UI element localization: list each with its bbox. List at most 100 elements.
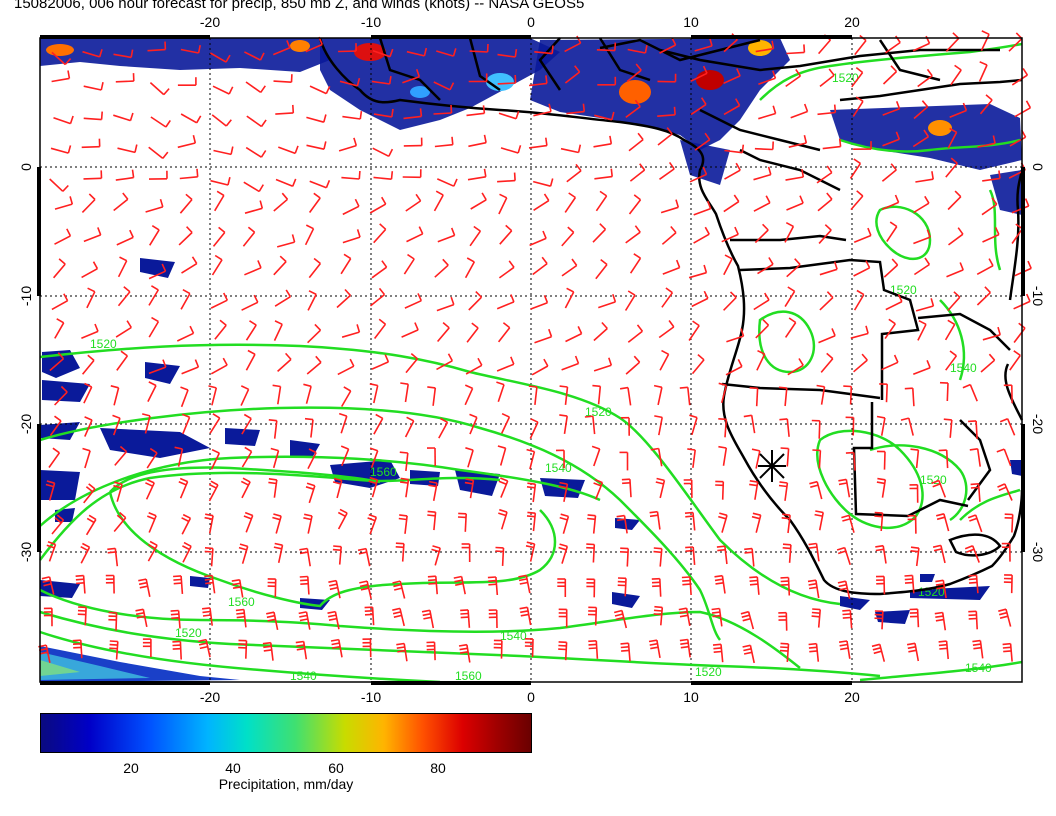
wind-barb [917, 75, 933, 88]
wind-barb [404, 299, 422, 309]
contour-label: 1520 [832, 71, 859, 85]
wind-barb-flag [460, 616, 469, 619]
wind-barb [305, 611, 311, 630]
wind-barb-flag [230, 146, 234, 155]
wind-barb [944, 323, 956, 341]
wind-barb-flag [354, 198, 360, 207]
wind-barb-flag [260, 119, 267, 127]
wind-barb-flag [325, 179, 331, 189]
wind-barb [49, 358, 65, 372]
wind-barb-flag [997, 483, 1006, 488]
wind-barb-flag [285, 289, 292, 298]
wind-barb-flag [332, 481, 342, 485]
wind-barb-flag [785, 221, 794, 228]
wind-barb-flag [299, 551, 309, 555]
wind-barb-flag [871, 643, 880, 648]
wind-barb [561, 264, 578, 277]
wind-barb-flag [427, 575, 436, 578]
wind-barb-flag [876, 415, 886, 419]
wind-barb-flag [428, 582, 437, 585]
wind-barb [784, 290, 796, 308]
wind-barb-flag [299, 575, 308, 578]
wind-barb-flag [192, 135, 197, 144]
wind-barb-flag [801, 169, 805, 178]
wind-barb [49, 420, 62, 436]
wind-barb-flag [574, 355, 580, 364]
wind-barb [373, 228, 387, 244]
wind-barb [306, 116, 325, 123]
wind-barb [273, 612, 279, 631]
wind-barb-flag [253, 294, 259, 303]
wind-barb-flag [151, 225, 160, 231]
wind-barb-flag [442, 258, 449, 266]
wind-barb-flag [299, 547, 308, 551]
wind-barb-flag [481, 192, 487, 201]
wind-barb-flag [142, 413, 151, 417]
wind-barb [913, 366, 931, 376]
wind-barb-flag [300, 579, 309, 582]
wind-barb-flag [815, 510, 824, 514]
wind-barb-flag [45, 483, 54, 488]
wind-barb [853, 234, 872, 244]
wind-barb-flag [295, 640, 304, 644]
wind-barb-flag [838, 640, 848, 643]
wind-barb [784, 322, 797, 338]
wind-barb [370, 450, 379, 468]
wind-barb [946, 269, 964, 278]
wind-barb [399, 608, 405, 627]
wind-barb-flag [356, 229, 361, 238]
wind-barb [340, 258, 352, 275]
wind-barb [818, 334, 836, 344]
wind-barb [178, 231, 193, 246]
wind-barb [594, 607, 598, 626]
wind-barb-flag [477, 357, 483, 366]
wind-barb [946, 383, 949, 402]
wind-barb-flag [877, 477, 886, 481]
wind-barb-flag [612, 294, 617, 303]
bottom-longitude-labels: -20 -10 0 10 20 [200, 689, 860, 705]
wind-barb [433, 81, 451, 91]
wind-barb [850, 195, 864, 211]
wind-barb-flag [135, 612, 145, 616]
wind-barb-flag [933, 548, 942, 552]
wind-barb-flag [633, 194, 641, 201]
wind-barb [210, 179, 229, 186]
wind-barb-flag [497, 445, 506, 449]
wind-barb-flag [837, 580, 846, 584]
lat-tick-label: -20 [1030, 414, 1046, 434]
wind-barb [657, 448, 663, 467]
wind-barb [849, 610, 853, 629]
wind-barb [693, 233, 710, 244]
wind-barb [116, 484, 123, 502]
wind-barb-flag [518, 574, 527, 578]
wind-barb-flag [232, 586, 242, 589]
lon-tick-label: 0 [527, 689, 535, 705]
wind-barb-flag [653, 550, 662, 554]
wind-barb [694, 45, 713, 52]
wind-barb-flag [689, 414, 698, 419]
wind-barb-flag [498, 512, 507, 517]
wind-barb [912, 388, 915, 407]
wind-barb [565, 332, 582, 343]
wind-barb [144, 415, 151, 434]
wind-barb-flag [454, 579, 463, 583]
wind-barb-flag [587, 514, 596, 517]
wind-barb-flag [613, 609, 623, 614]
wind-barb-flag [838, 583, 847, 588]
wind-barb-flag [842, 518, 851, 522]
wind-barb-flag [296, 644, 305, 647]
wind-barb-flag [938, 449, 947, 452]
wind-barb-flag [202, 614, 212, 617]
wind-barb-flag [1025, 293, 1031, 302]
wind-barb [751, 548, 755, 567]
wind-barb-flag [943, 418, 952, 421]
wind-barb-flag [498, 480, 507, 486]
wind-barb-flag [67, 70, 71, 79]
wind-barb-flag [268, 419, 277, 422]
wind-barb-flag [741, 614, 750, 618]
wind-barb [914, 643, 920, 662]
wind-barb-flag [181, 517, 190, 523]
wind-barb-flag [935, 615, 944, 618]
wind-barb [213, 149, 232, 156]
wind-barb-flag [173, 575, 182, 578]
